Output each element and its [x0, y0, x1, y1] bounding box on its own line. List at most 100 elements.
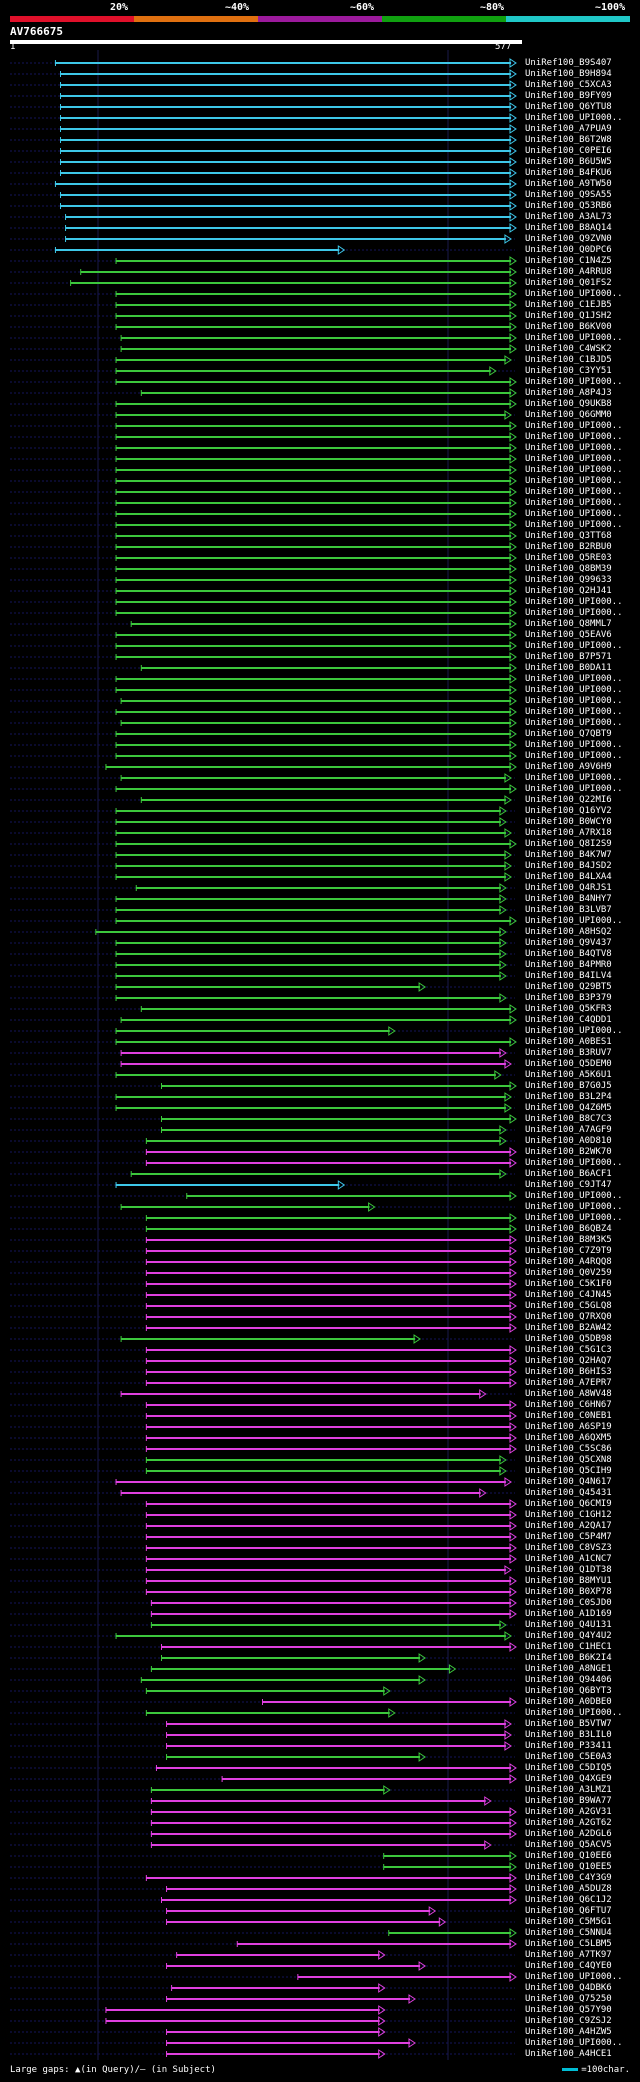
hit-label[interactable]: UniRef100_UPI000.. — [525, 113, 623, 123]
hit-label[interactable]: UniRef100_Q4Z6M5 — [525, 1103, 612, 1113]
hit-label[interactable]: UniRef100_C4WSK2 — [525, 344, 612, 354]
hit-label[interactable]: UniRef100_B6QBZ4 — [525, 1224, 612, 1234]
hit-label[interactable]: UniRef100_B6KV00 — [525, 322, 612, 332]
hit-label[interactable]: UniRef100_A7EPR7 — [525, 1378, 612, 1388]
hit-label[interactable]: UniRef100_B6T2W8 — [525, 135, 612, 145]
hit-label[interactable]: UniRef100_B7G0J5 — [525, 1081, 612, 1091]
hit-label[interactable]: UniRef100_C5LBM5 — [525, 1939, 612, 1949]
hit-label[interactable]: UniRef100_A9V6H9 — [525, 762, 612, 772]
hit-label[interactable]: UniRef100_UPI000.. — [525, 333, 623, 343]
hit-label[interactable]: UniRef100_A2GT62 — [525, 1818, 612, 1828]
hit-label[interactable]: UniRef100_A6QXM5 — [525, 1433, 612, 1443]
hit-label[interactable]: UniRef100_Q10EE5 — [525, 1862, 612, 1872]
hit-label[interactable]: UniRef100_UPI000.. — [525, 465, 623, 475]
hit-label[interactable]: UniRef100_B2WK70 — [525, 1147, 612, 1157]
hit-label[interactable]: UniRef100_C1EJB5 — [525, 300, 612, 310]
hit-label[interactable]: UniRef100_Q6CMI9 — [525, 1499, 612, 1509]
hit-label[interactable]: UniRef100_C8VSZ3 — [525, 1543, 612, 1553]
hit-label[interactable]: UniRef100_Q7QBT9 — [525, 729, 612, 739]
hit-label[interactable]: UniRef100_C1N4Z5 — [525, 256, 612, 266]
hit-label[interactable]: UniRef100_C4JN45 — [525, 1290, 612, 1300]
hit-label[interactable]: UniRef100_UPI000.. — [525, 1202, 623, 1212]
hit-label[interactable]: UniRef100_C5DIQ5 — [525, 1763, 612, 1773]
hit-label[interactable]: UniRef100_B4ILV4 — [525, 971, 612, 981]
hit-label[interactable]: UniRef100_B5VTW7 — [525, 1719, 612, 1729]
hit-label[interactable]: UniRef100_Q29BT5 — [525, 982, 612, 992]
hit-label[interactable]: UniRef100_C4QDD1 — [525, 1015, 612, 1025]
hit-label[interactable]: UniRef100_B3RUV7 — [525, 1048, 612, 1058]
hit-label[interactable]: UniRef100_UPI000.. — [525, 696, 623, 706]
hit-label[interactable]: UniRef100_UPI000.. — [525, 773, 623, 783]
hit-label[interactable]: UniRef100_B3LIL0 — [525, 1730, 612, 1740]
hit-label[interactable]: UniRef100_A2QA17 — [525, 1521, 612, 1531]
hit-label[interactable]: UniRef100_B4PMR0 — [525, 960, 612, 970]
hit-label[interactable]: UniRef100_C0SJD0 — [525, 1598, 612, 1608]
hit-label[interactable]: UniRef100_Q5CIH9 — [525, 1466, 612, 1476]
hit-label[interactable]: UniRef100_Q45431 — [525, 1488, 612, 1498]
hit-label[interactable]: UniRef100_C0PEI6 — [525, 146, 612, 156]
hit-label[interactable]: UniRef100_Q7RXQ0 — [525, 1312, 612, 1322]
hit-label[interactable]: UniRef100_C5NNU4 — [525, 1928, 612, 1938]
hit-label[interactable]: UniRef100_C4Y3G9 — [525, 1873, 612, 1883]
hit-label[interactable]: UniRef100_Q5RE03 — [525, 553, 612, 563]
hit-label[interactable]: UniRef100_B4JSD2 — [525, 861, 612, 871]
hit-label[interactable]: UniRef100_Q4XGE9 — [525, 1774, 612, 1784]
hit-label[interactable]: UniRef100_Q1JSH2 — [525, 311, 612, 321]
hit-label[interactable]: UniRef100_UPI000.. — [525, 421, 623, 431]
hit-label[interactable]: UniRef100_Q0V259 — [525, 1268, 612, 1278]
hit-label[interactable]: UniRef100_A8WV48 — [525, 1389, 612, 1399]
hit-label[interactable]: UniRef100_B6HIS3 — [525, 1367, 612, 1377]
hit-label[interactable]: UniRef100_Q0DPC6 — [525, 245, 612, 255]
hit-label[interactable]: UniRef100_UPI000.. — [525, 289, 623, 299]
hit-label[interactable]: UniRef100_B0DA11 — [525, 663, 612, 673]
hit-label[interactable]: UniRef100_Q94406 — [525, 1675, 612, 1685]
hit-label[interactable]: UniRef100_Q6FTU7 — [525, 1906, 612, 1916]
hit-label[interactable]: UniRef100_Q3TT68 — [525, 531, 612, 541]
hit-label[interactable]: UniRef100_A2DGL6 — [525, 1829, 612, 1839]
hit-label[interactable]: UniRef100_UPI000.. — [525, 487, 623, 497]
hit-label[interactable]: UniRef100_Q9UKB8 — [525, 399, 612, 409]
hit-label[interactable]: UniRef100_A4HZW5 — [525, 2027, 612, 2037]
hit-label[interactable]: UniRef100_Q4DBK6 — [525, 1983, 612, 1993]
hit-label[interactable]: UniRef100_Q8I2S9 — [525, 839, 612, 849]
hit-label[interactable]: UniRef100_C1GH12 — [525, 1510, 612, 1520]
hit-label[interactable]: UniRef100_A1CNC7 — [525, 1554, 612, 1564]
hit-label[interactable]: UniRef100_UPI000.. — [525, 751, 623, 761]
hit-label[interactable]: UniRef100_UPI000.. — [525, 916, 623, 926]
hit-label[interactable]: UniRef100_UPI000.. — [525, 1972, 623, 1982]
hit-label[interactable]: UniRef100_UPI000.. — [525, 1213, 623, 1223]
hit-label[interactable]: UniRef100_B0WCY0 — [525, 817, 612, 827]
hit-label[interactable]: UniRef100_C4QYE0 — [525, 1961, 612, 1971]
hit-label[interactable]: UniRef100_Q2HJ41 — [525, 586, 612, 596]
hit-label[interactable]: UniRef100_Q4U131 — [525, 1620, 612, 1630]
hit-label[interactable]: UniRef100_UPI000.. — [525, 718, 623, 728]
hit-label[interactable]: UniRef100_B3LVB7 — [525, 905, 612, 915]
hit-label[interactable]: UniRef100_A7PUA9 — [525, 124, 612, 134]
hit-label[interactable]: UniRef100_B7P571 — [525, 652, 612, 662]
hit-label[interactable]: UniRef100_UPI000.. — [525, 377, 623, 387]
hit-label[interactable]: UniRef100_C5P4M7 — [525, 1532, 612, 1542]
hit-label[interactable]: UniRef100_B4NHY7 — [525, 894, 612, 904]
hit-label[interactable]: UniRef100_UPI000.. — [525, 608, 623, 618]
hit-label[interactable]: UniRef100_A8NGE1 — [525, 1664, 612, 1674]
hit-label[interactable]: UniRef100_A7TK97 — [525, 1950, 612, 1960]
hit-label[interactable]: UniRef100_Q2HAQ7 — [525, 1356, 612, 1366]
hit-label[interactable]: UniRef100_Q4RJS1 — [525, 883, 612, 893]
hit-label[interactable]: UniRef100_UPI000.. — [525, 740, 623, 750]
hit-label[interactable]: UniRef100_UPI000.. — [525, 1191, 623, 1201]
hit-label[interactable]: UniRef100_A7RX18 — [525, 828, 612, 838]
hit-label[interactable]: UniRef100_C3YY51 — [525, 366, 612, 376]
hit-label[interactable]: UniRef100_Q01FS2 — [525, 278, 612, 288]
hit-label[interactable]: UniRef100_UPI000.. — [525, 1158, 623, 1168]
hit-label[interactable]: UniRef100_C9ZSJ2 — [525, 2016, 612, 2026]
hit-label[interactable]: UniRef100_Q75250 — [525, 1994, 612, 2004]
hit-label[interactable]: UniRef100_B4LXA4 — [525, 872, 612, 882]
hit-label[interactable]: UniRef100_UPI000.. — [525, 685, 623, 695]
hit-label[interactable]: UniRef100_UPI000.. — [525, 784, 623, 794]
hit-label[interactable]: UniRef100_Q6C1J2 — [525, 1895, 612, 1905]
hit-label[interactable]: UniRef100_B2RBU0 — [525, 542, 612, 552]
hit-label[interactable]: UniRef100_B3L2P4 — [525, 1092, 612, 1102]
hit-label[interactable]: UniRef100_Q5EAV6 — [525, 630, 612, 640]
hit-label[interactable]: UniRef100_A0D810 — [525, 1136, 612, 1146]
hit-label[interactable]: UniRef100_C0NEB1 — [525, 1411, 612, 1421]
